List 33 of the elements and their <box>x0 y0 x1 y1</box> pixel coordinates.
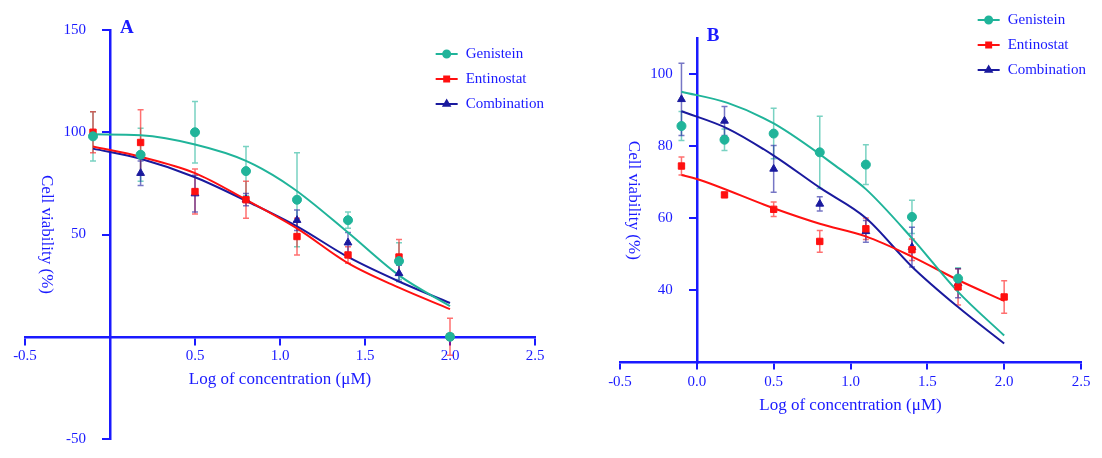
legend-label: Genistein <box>465 44 524 61</box>
y-tick-label: 80 <box>657 137 673 154</box>
x-tick-label: 0.0 <box>687 372 707 389</box>
legend-label: Combination <box>465 94 545 111</box>
y-tick-label: 150 <box>63 20 86 37</box>
y-tick-label: -50 <box>66 429 86 446</box>
x-tick-label: 2.0 <box>440 346 460 363</box>
y-axis-title: Cell viability (%) <box>37 175 57 294</box>
legend-label: Genistein <box>1007 10 1066 27</box>
y-tick-label: 100 <box>63 123 86 140</box>
x-tick-label: -0.5 <box>608 372 632 389</box>
legend-label: Entinostat <box>1007 35 1070 52</box>
y-tick-label: 40 <box>657 281 673 298</box>
x-tick-label: 1.5 <box>917 372 937 389</box>
x-tick-label: 1.0 <box>270 346 290 363</box>
y-tick-label: 50 <box>71 225 86 242</box>
x-tick-label: 0.5 <box>185 346 205 363</box>
x-axis-title: Log of concentration (μM) <box>759 395 942 415</box>
x-tick-label: 2.5 <box>525 346 545 363</box>
x-tick-label: 0.5 <box>764 372 784 389</box>
x-axis-title: Log of concentration (μM) <box>188 369 372 389</box>
y-tick-label: 100 <box>650 65 673 81</box>
chart-title: A <box>120 16 134 38</box>
x-tick-label: 1.5 <box>355 346 375 363</box>
legend-label: Combination <box>1007 60 1087 77</box>
legend-label: Entinostat <box>465 69 528 86</box>
y-tick-label: 60 <box>657 209 673 226</box>
x-tick-label: -0.5 <box>13 346 37 363</box>
chart-title: B <box>706 24 720 46</box>
x-tick-label: 1.0 <box>841 372 860 389</box>
y-axis-title: Cell viability (%) <box>624 140 644 260</box>
x-tick-label: 2.5 <box>1071 372 1091 389</box>
x-tick-label: 2.0 <box>994 372 1014 389</box>
